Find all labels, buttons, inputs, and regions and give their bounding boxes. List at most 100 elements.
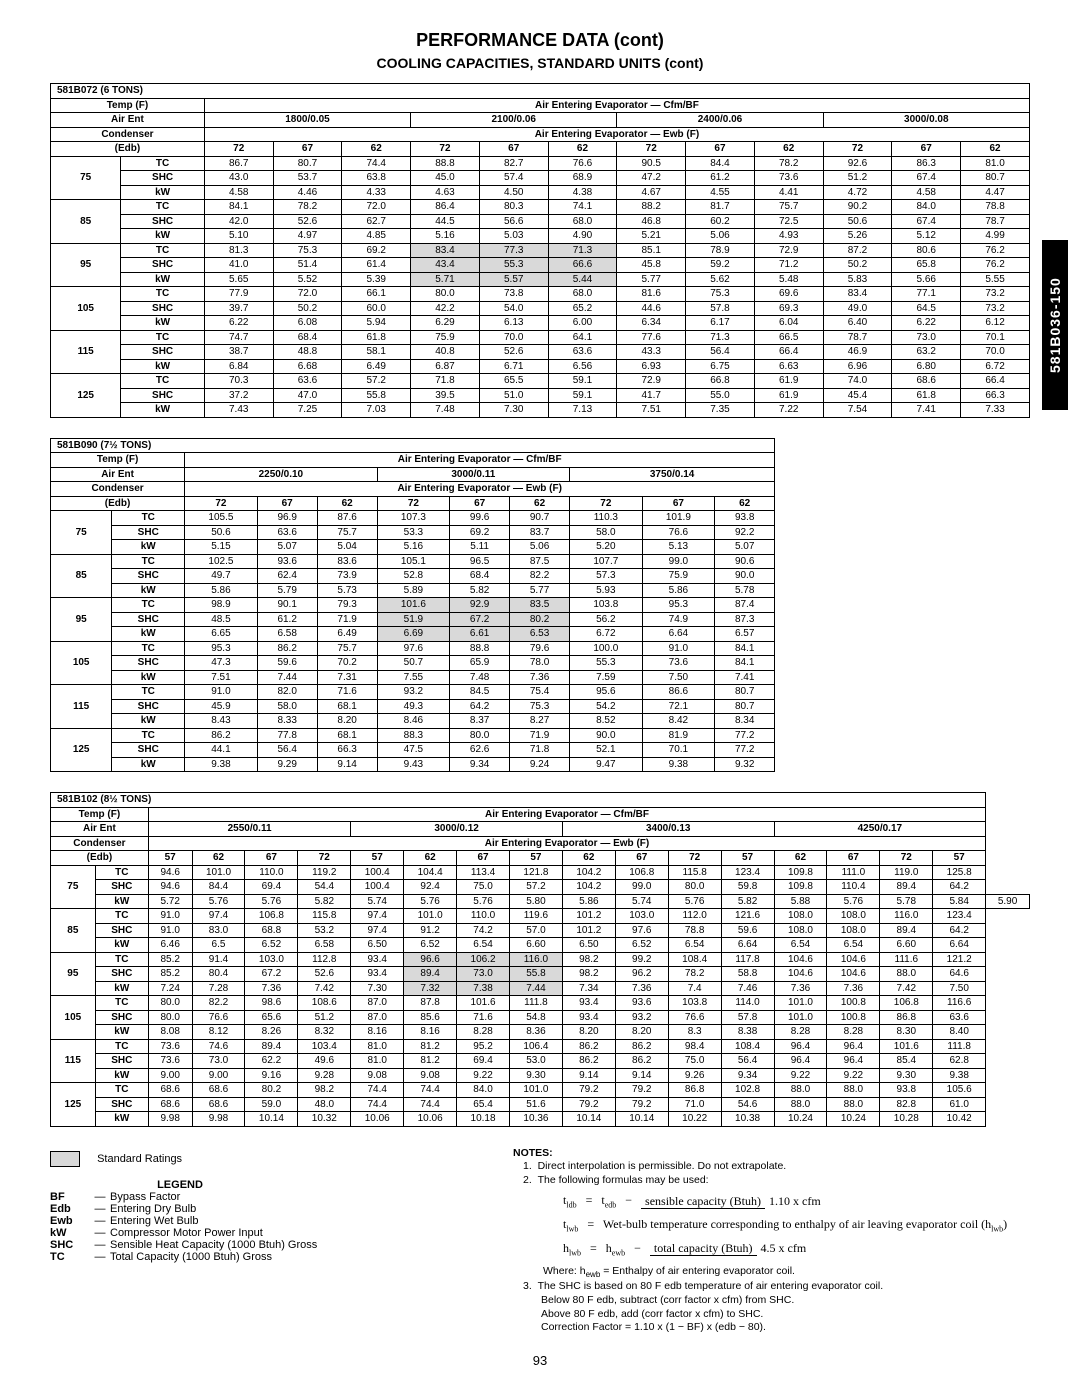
data-cell: 81.7	[686, 200, 755, 215]
data-cell: 62.4	[257, 569, 317, 584]
data-cell: 7.48	[411, 403, 480, 418]
data-cell: 9.22	[827, 1068, 880, 1083]
data-row: 95TC85.291.4103.0112.893.496.6106.2116.0…	[51, 952, 1030, 967]
cfm-value: 4250/0.17	[774, 822, 986, 837]
data-cell: 7.31	[317, 670, 377, 685]
data-cell: 7.28	[192, 981, 245, 996]
data-cell: 121.8	[509, 865, 562, 880]
data-cell: 68.6	[192, 1083, 245, 1098]
data-row: 95TC98.990.179.3101.692.983.5103.895.387…	[51, 598, 775, 613]
data-cell: 8.16	[404, 1025, 457, 1040]
data-cell: 8.28	[457, 1025, 510, 1040]
data-cell: 66.3	[961, 388, 1030, 403]
metric-label: SHC	[121, 301, 205, 316]
data-cell: 63.6	[548, 345, 617, 360]
data-cell: 61.8	[892, 388, 961, 403]
data-cell: 101.9	[642, 511, 715, 526]
data-cell: 69.6	[754, 287, 823, 302]
data-cell: 108.0	[774, 909, 827, 924]
ratings-swatch	[50, 1151, 80, 1167]
data-row: kW5.725.765.765.825.745.765.765.805.865.…	[51, 894, 1030, 909]
data-cell: 87.2	[823, 243, 892, 258]
data-row: kW8.088.128.268.328.168.168.288.368.208.…	[51, 1025, 1030, 1040]
data-cell: 38.7	[204, 345, 273, 360]
data-cell: 10.14	[615, 1112, 668, 1127]
data-cell: 57.0	[509, 923, 562, 938]
data-cell: 9.00	[192, 1068, 245, 1083]
data-cell: 93.4	[351, 967, 404, 982]
data-cell: 48.8	[273, 345, 342, 360]
data-cell: 10.14	[245, 1112, 298, 1127]
data-cell: 7.36	[510, 670, 570, 685]
data-cell: 6.52	[615, 938, 668, 953]
data-cell: 65.4	[457, 1097, 510, 1112]
data-table: 581B102 (8½ TONS)Temp (F)Air Entering Ev…	[50, 792, 1030, 1127]
data-cell: 66.8	[686, 374, 755, 389]
data-cell: 108.6	[298, 996, 351, 1011]
data-cell: 7.36	[827, 981, 880, 996]
data-cell: 81.3	[204, 243, 273, 258]
data-cell: 9.14	[562, 1068, 615, 1083]
data-cell: 61.8	[342, 330, 411, 345]
data-cell: 78.2	[668, 967, 721, 982]
data-cell: 8.26	[245, 1025, 298, 1040]
data-cell: 5.84	[933, 894, 986, 909]
data-row: SHC49.762.473.952.868.482.257.375.990.0	[51, 569, 775, 584]
data-cell: 74.9	[642, 612, 715, 627]
data-row: SHC38.748.858.140.852.663.643.356.466.44…	[51, 345, 1030, 360]
data-cell: 78.7	[961, 214, 1030, 229]
data-cell: 59.6	[721, 923, 774, 938]
data-cell: 83.5	[510, 598, 570, 613]
data-cell: 84.1	[204, 200, 273, 215]
edb-value: 115	[51, 1039, 96, 1083]
edb-value: 125	[51, 374, 121, 418]
data-cell: 99.2	[615, 952, 668, 967]
data-cell: 67.2	[450, 612, 510, 627]
data-cell: 111.8	[933, 1039, 986, 1054]
data-cell: 62.8	[933, 1054, 986, 1069]
metric-label: TC	[112, 554, 185, 569]
data-cell: 8.38	[721, 1025, 774, 1040]
data-cell: 6.08	[273, 316, 342, 331]
data-cell: 97.4	[351, 909, 404, 924]
data-cell: 93.2	[377, 685, 450, 700]
data-cell: 90.0	[715, 569, 775, 584]
cfmbf-header: Air Entering Evaporator — Cfm/BF	[148, 807, 985, 822]
ewb-value: 72	[298, 851, 351, 866]
data-cell: 71.3	[548, 243, 617, 258]
data-cell: 8.12	[192, 1025, 245, 1040]
data-cell: 93.4	[562, 1010, 615, 1025]
metric-label: kW	[112, 583, 185, 598]
data-cell: 80.3	[479, 200, 548, 215]
ewb-value: 62	[548, 142, 617, 157]
data-row: kW5.104.974.855.165.034.905.215.064.935.…	[51, 229, 1030, 244]
data-cell: 71.9	[317, 612, 377, 627]
data-cell: 39.7	[204, 301, 273, 316]
data-cell: 4.55	[686, 185, 755, 200]
data-cell: 56.6	[479, 214, 548, 229]
data-cell: 10.18	[457, 1112, 510, 1127]
data-cell: 96.5	[450, 554, 510, 569]
data-cell: 110.3	[570, 511, 643, 526]
data-cell: 83.4	[823, 287, 892, 302]
data-row: SHC45.958.068.149.364.275.354.272.180.7	[51, 699, 775, 714]
data-cell: 61.9	[754, 388, 823, 403]
data-cell: 52.8	[377, 569, 450, 584]
edb-value: 115	[51, 685, 112, 729]
data-cell: 94.6	[148, 880, 192, 895]
data-cell: 50.7	[377, 656, 450, 671]
data-cell: 80.6	[892, 243, 961, 258]
data-cell: 5.77	[617, 272, 686, 287]
ewb-value: 72	[570, 496, 643, 511]
data-cell: 57.4	[479, 171, 548, 186]
data-cell: 115.8	[668, 865, 721, 880]
data-row: 85TC102.593.683.6105.196.587.5107.799.09…	[51, 554, 775, 569]
data-cell: 100.8	[827, 1010, 880, 1025]
data-cell: 89.4	[880, 923, 933, 938]
data-cell: 9.08	[404, 1068, 457, 1083]
data-cell: 100.0	[570, 641, 643, 656]
data-cell: 5.07	[715, 540, 775, 555]
data-cell: 57.2	[342, 374, 411, 389]
data-cell: 77.6	[617, 330, 686, 345]
data-cell: 90.7	[510, 511, 570, 526]
